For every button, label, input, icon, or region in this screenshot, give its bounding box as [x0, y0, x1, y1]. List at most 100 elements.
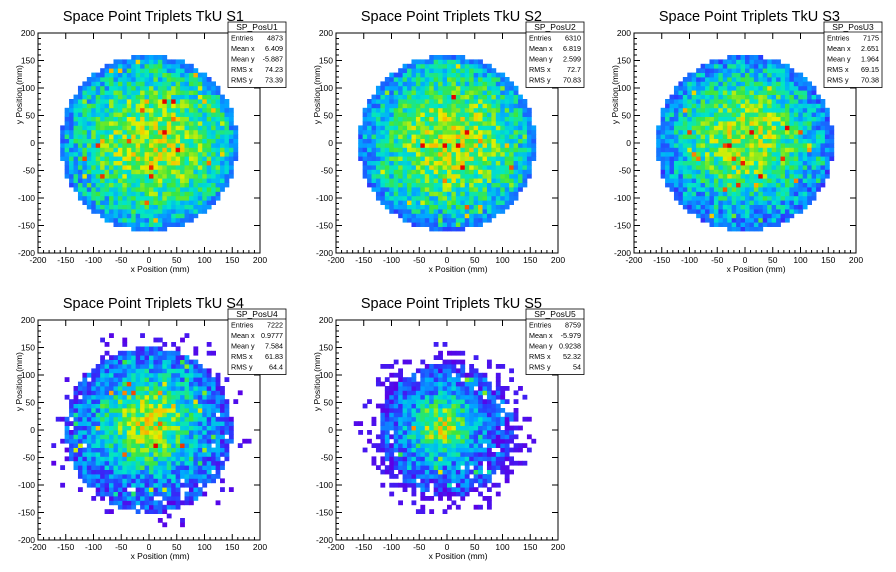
- heatmap-cell: [380, 182, 386, 188]
- heatmap-cell: [140, 425, 145, 431]
- heatmap-cell: [767, 147, 773, 153]
- heatmap-cell: [171, 408, 177, 413]
- heatmap-cell: [162, 522, 168, 528]
- heatmap-cell: [486, 77, 492, 82]
- heatmap-cell: [771, 121, 777, 126]
- heatmap-cell: [95, 138, 101, 144]
- heatmap-cell: [411, 165, 417, 170]
- heatmap-cell: [473, 151, 479, 157]
- heatmap-cell: [175, 156, 181, 161]
- heatmap-cell: [95, 169, 101, 175]
- heatmap-cell: [100, 151, 105, 157]
- heatmap-cell: [753, 226, 759, 232]
- heatmap-cell: [104, 187, 110, 192]
- stats-row-label: RMS x: [827, 65, 849, 74]
- heatmap-cell: [393, 81, 399, 87]
- heatmap-cell: [473, 160, 479, 166]
- heatmap-cell: [753, 173, 759, 179]
- heatmap-cell: [393, 165, 399, 170]
- heatmap-cell: [375, 182, 381, 188]
- heatmap-cell: [669, 165, 675, 170]
- heatmap-cell: [793, 160, 799, 166]
- heatmap-cell: [442, 169, 448, 175]
- heatmap-cell: [669, 129, 675, 135]
- heatmap-cell: [122, 504, 128, 510]
- heatmap-cell: [135, 478, 141, 484]
- heatmap-cell: [77, 116, 83, 122]
- heatmap-cell: [784, 156, 790, 161]
- heatmap-cell: [126, 59, 132, 65]
- heatmap-cell: [197, 121, 203, 126]
- heatmap-cell: [60, 416, 66, 422]
- heatmap-cell: [64, 112, 70, 117]
- heatmap-cell: [166, 72, 172, 78]
- heatmap-cell: [166, 408, 172, 413]
- heatmap-cell: [193, 143, 199, 148]
- heatmap-cell: [197, 147, 203, 153]
- heatmap-cell: [126, 368, 132, 374]
- heatmap-cell: [149, 94, 154, 100]
- heatmap-cell: [455, 204, 461, 210]
- heatmap-cell: [451, 103, 457, 109]
- heatmap-cell: [438, 209, 443, 214]
- heatmap-cell: [518, 103, 523, 109]
- heatmap-cell: [411, 187, 417, 192]
- heatmap-cell: [691, 103, 697, 109]
- heatmap-cell: [157, 213, 163, 219]
- x-tick-label: -150: [653, 255, 670, 265]
- heatmap-cell: [736, 169, 741, 175]
- heatmap-cell: [122, 103, 128, 109]
- heatmap-cell: [789, 191, 795, 197]
- heatmap-cell: [798, 169, 804, 175]
- heatmap-cell: [727, 200, 733, 205]
- heatmap-cell: [731, 165, 737, 170]
- heatmap-cell: [696, 173, 701, 179]
- heatmap-cell: [144, 213, 150, 219]
- heatmap-cell: [166, 107, 172, 113]
- heatmap-cell: [429, 90, 435, 95]
- heatmap-cell: [451, 99, 457, 104]
- heatmap-cell: [109, 421, 114, 426]
- heatmap-cell: [678, 129, 684, 135]
- heatmap-cell: [731, 107, 737, 113]
- heatmap-cell: [749, 147, 755, 153]
- heatmap-cell: [184, 151, 190, 157]
- heatmap-cell: [482, 200, 488, 205]
- heatmap-cell: [380, 94, 386, 100]
- heatmap-cell: [224, 129, 230, 135]
- heatmap-cell: [784, 103, 790, 109]
- heatmap-cell: [447, 68, 452, 73]
- heatmap-cell: [113, 151, 119, 157]
- heatmap-cell: [135, 408, 141, 413]
- heatmap-cell: [215, 156, 221, 161]
- heatmap-cell: [171, 452, 177, 457]
- heatmap-cell: [215, 112, 221, 117]
- heatmap-cell: [784, 169, 790, 175]
- heatmap-cell: [162, 195, 168, 201]
- heatmap-cell: [705, 90, 710, 95]
- heatmap-cell: [73, 134, 79, 139]
- heatmap-cell: [104, 416, 110, 422]
- heatmap-cell: [762, 99, 768, 104]
- heatmap-cell: [233, 143, 239, 148]
- heatmap-cell: [153, 509, 159, 514]
- heatmap-cell: [162, 350, 168, 356]
- heatmap-cell: [380, 160, 386, 166]
- heatmap-cell: [215, 151, 221, 157]
- heatmap-cell: [100, 368, 105, 374]
- heatmap-cell: [126, 408, 132, 413]
- heatmap-cell: [482, 178, 488, 183]
- heatmap-cell: [709, 72, 715, 78]
- heatmap-cell: [722, 99, 728, 104]
- heatmap-cell: [144, 204, 150, 210]
- heatmap-cell: [91, 452, 97, 457]
- heatmap-cell: [380, 191, 386, 197]
- heatmap-cell: [473, 209, 479, 214]
- heatmap-cell: [420, 125, 426, 131]
- heatmap-cell: [144, 381, 150, 387]
- heatmap-cell: [100, 434, 105, 440]
- heatmap-cell: [162, 72, 168, 78]
- heatmap-cell: [193, 99, 199, 104]
- heatmap-cell: [816, 129, 821, 135]
- heatmap-cell: [117, 222, 123, 227]
